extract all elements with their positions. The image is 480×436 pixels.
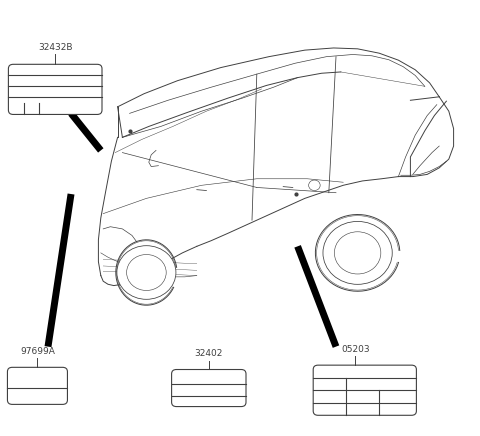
Circle shape bbox=[117, 246, 176, 299]
Text: 32402: 32402 bbox=[194, 349, 223, 358]
FancyBboxPatch shape bbox=[313, 365, 416, 415]
Text: 05203: 05203 bbox=[341, 345, 370, 354]
FancyBboxPatch shape bbox=[172, 369, 246, 406]
Circle shape bbox=[309, 180, 320, 191]
FancyBboxPatch shape bbox=[7, 367, 67, 405]
Circle shape bbox=[323, 221, 392, 284]
Polygon shape bbox=[98, 48, 454, 286]
Circle shape bbox=[335, 232, 381, 274]
Text: 32432B: 32432B bbox=[38, 43, 72, 52]
Circle shape bbox=[127, 255, 166, 290]
FancyBboxPatch shape bbox=[9, 64, 102, 114]
Text: 97699A: 97699A bbox=[20, 347, 55, 356]
